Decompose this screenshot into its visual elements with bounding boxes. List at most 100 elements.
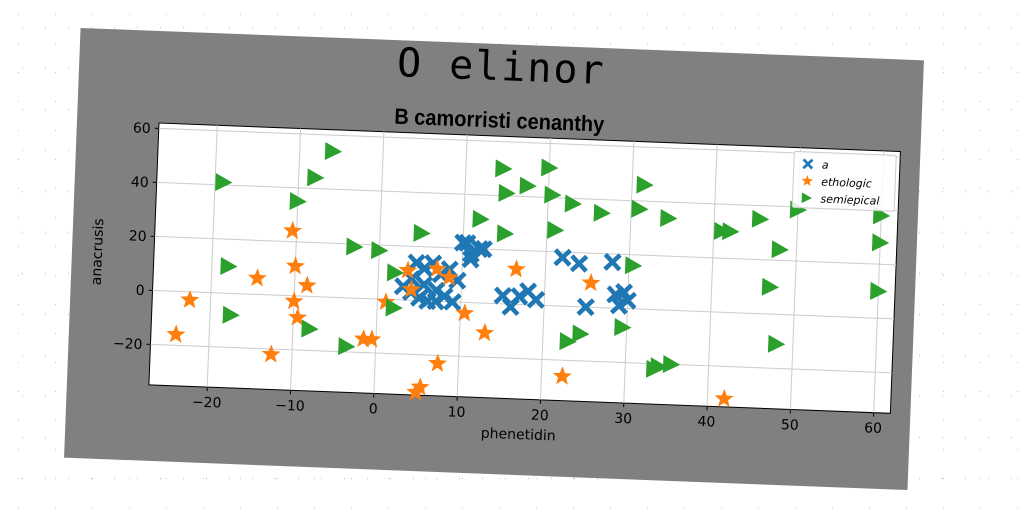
axis-ticks: −20 −10 0 10 20 30 40 50 60 −20 0 20 40 60	[113, 120, 883, 437]
data-point	[576, 297, 595, 317]
data-point	[660, 208, 678, 227]
x-tick-label: 60	[864, 420, 882, 437]
data-point	[541, 158, 559, 177]
y-tick-label: 40	[131, 174, 149, 191]
data-point	[501, 297, 520, 317]
data-point	[220, 256, 238, 275]
data-point	[307, 168, 325, 187]
data-point	[771, 240, 789, 259]
series-ethologic	[166, 220, 734, 408]
data-point	[761, 277, 780, 296]
legend-marker	[801, 174, 813, 186]
data-point	[546, 220, 565, 239]
data-point	[581, 272, 601, 292]
x-axis-label: phenetidin	[481, 426, 556, 445]
data-point	[636, 175, 654, 194]
data-point	[261, 344, 281, 363]
data-point	[871, 233, 890, 252]
data-point	[284, 291, 304, 310]
plot-area	[148, 122, 901, 414]
data-point	[443, 292, 462, 312]
data-point	[283, 220, 303, 240]
y-tick-label: 0	[135, 283, 145, 299]
y-grid-line	[154, 235, 897, 266]
x-tick-label: 30	[614, 411, 632, 428]
data-point	[614, 318, 632, 337]
legend-marker	[802, 158, 814, 170]
data-point	[767, 334, 786, 353]
x-tick-label: 40	[697, 414, 715, 431]
data-point	[631, 199, 649, 218]
y-axis-label: anacrusis	[89, 218, 108, 285]
data-point	[346, 237, 364, 256]
x-tick-label: 0	[368, 401, 378, 417]
data-point	[722, 222, 740, 241]
data-point	[593, 203, 611, 222]
data-point	[362, 329, 382, 348]
legend-label: semiepical	[820, 192, 879, 207]
data-point	[572, 324, 590, 343]
data-point	[426, 292, 446, 311]
data-point	[386, 263, 405, 282]
data-point	[338, 337, 356, 356]
data-point	[222, 305, 240, 324]
data-point	[506, 259, 526, 278]
data-point	[650, 357, 668, 376]
data-point	[301, 319, 319, 338]
data-point	[285, 256, 305, 275]
data-point	[385, 298, 403, 317]
data-point	[288, 307, 308, 326]
data-point	[455, 303, 475, 322]
data-point	[180, 289, 200, 309]
data-point	[458, 233, 477, 253]
x-grid-line	[706, 144, 718, 407]
legend-label: a	[822, 159, 829, 172]
data-point	[526, 290, 546, 309]
data-point	[297, 275, 317, 294]
data-point	[496, 224, 515, 243]
data-point	[662, 355, 681, 374]
data-point	[603, 252, 622, 272]
data-point	[376, 292, 396, 311]
data-point	[713, 221, 732, 240]
x-grid-line	[206, 125, 218, 388]
figure-canvas: O elinor B camorristi cenanthy −20 −10 0 10…	[64, 27, 924, 491]
x-tick-label: 20	[531, 408, 549, 425]
data-point	[401, 279, 421, 298]
y-grid-line	[150, 343, 892, 374]
legend-label: ethologic	[821, 176, 872, 191]
data-point	[475, 322, 495, 342]
data-point	[324, 142, 343, 161]
data-point	[354, 329, 374, 348]
data-point	[519, 176, 537, 195]
data-point	[564, 194, 583, 213]
data-point	[428, 353, 448, 372]
data-point	[569, 254, 589, 273]
scatter-plot: −20 −10 0 10 20 30 40 50 60 −20 0 20 40 60 phenetidin…	[89, 120, 901, 445]
data-point	[410, 377, 430, 396]
data-point	[544, 185, 562, 204]
data-point	[614, 283, 634, 302]
data-point	[215, 172, 233, 191]
data-point	[439, 267, 459, 286]
data-point	[870, 281, 888, 300]
data-point	[413, 223, 431, 242]
x-tick-label: 50	[781, 417, 799, 434]
data-point	[247, 268, 267, 287]
data-point	[552, 366, 572, 385]
y-grid-line	[152, 289, 895, 320]
y-tick-label: 20	[128, 228, 146, 245]
data-point	[427, 258, 447, 278]
series-layer	[166, 142, 891, 408]
y-grid-line	[156, 181, 899, 212]
x-tick-label: 10	[447, 404, 465, 421]
data-point	[495, 159, 513, 178]
y-tick-label: −20	[113, 336, 143, 353]
data-point	[624, 256, 643, 275]
legend-marker	[801, 192, 812, 204]
x-grid-line	[539, 138, 552, 400]
y-tick-label: 60	[133, 120, 151, 137]
data-point	[472, 209, 490, 228]
y-grid-line	[158, 127, 901, 158]
